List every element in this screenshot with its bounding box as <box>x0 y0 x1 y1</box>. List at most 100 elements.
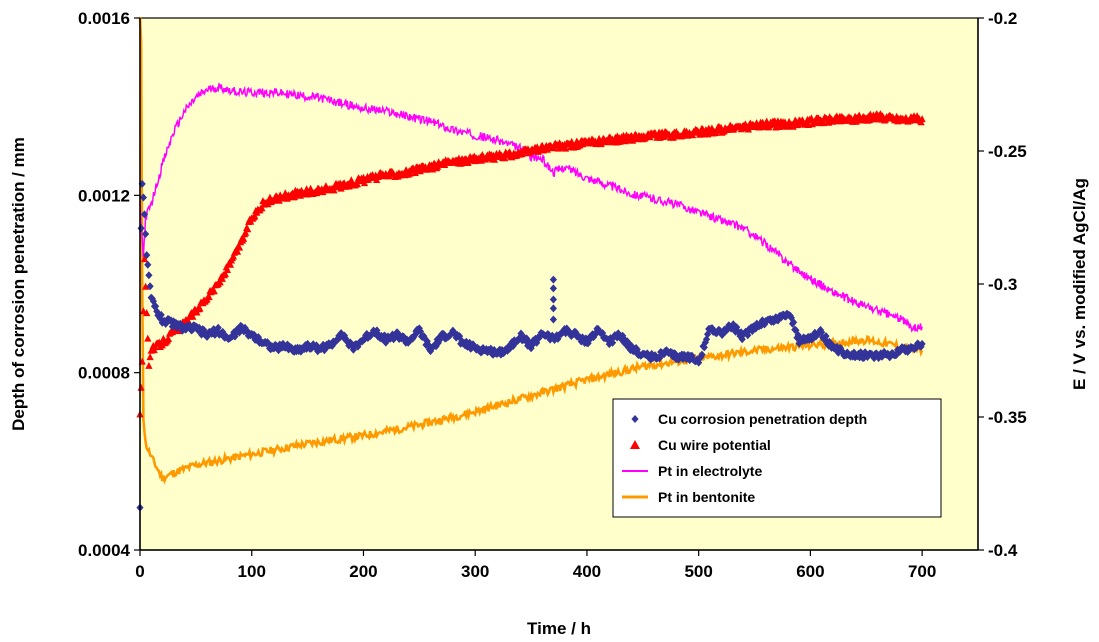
data-point-cu-corrosion-depth <box>345 341 353 350</box>
data-point-cu-corrosion-depth <box>349 345 357 354</box>
data-point-cu-corrosion-depth <box>373 326 381 335</box>
data-point-cu-corrosion-depth <box>698 350 706 359</box>
data-point-cu-wire-potential <box>258 204 266 212</box>
x-axis-label: Time / h <box>527 619 591 638</box>
legend-entry-label: Pt in bentonite <box>658 489 755 505</box>
legend-entry-label: Cu wire potential <box>658 437 771 453</box>
data-point-cu-wire-potential <box>210 287 218 295</box>
data-point-cu-corrosion-depth <box>887 351 895 360</box>
data-point-cu-wire-potential <box>175 327 183 335</box>
data-point-cu-wire-potential <box>264 200 272 208</box>
data-point-cu-corrosion-depth <box>139 193 147 202</box>
legend-entry-label: Cu corrosion penetration depth <box>658 411 867 427</box>
y-axis-right-label: E / V vs. modified AgCl/Ag <box>1070 178 1089 390</box>
data-point-cu-corrosion-depth <box>456 332 464 341</box>
legend-marker-triangle <box>630 440 640 449</box>
data-point-cu-corrosion-depth <box>432 342 440 351</box>
data-point-cu-corrosion-depth <box>708 324 716 333</box>
y-right-tick-label: -0.25 <box>988 142 1027 161</box>
y-right-tick-label: -0.35 <box>988 408 1027 427</box>
data-point-cu-wire-potential <box>146 353 154 361</box>
data-point-cu-wire-potential <box>353 180 361 188</box>
data-point-cu-corrosion-depth <box>214 323 222 332</box>
legend: Cu corrosion penetration depth Cu wire po… <box>612 398 942 518</box>
data-point-cu-corrosion-depth <box>500 348 508 357</box>
data-point-cu-corrosion-depth <box>609 338 617 347</box>
data-point-cu-wire-potential <box>229 252 237 260</box>
data-point-cu-corrosion-depth <box>387 333 395 342</box>
data-point-cu-corrosion-depth <box>856 353 864 362</box>
data-point-cu-corrosion-depth <box>572 328 580 337</box>
data-point-cu-wire-potential <box>918 115 926 123</box>
data-point-cu-corrosion-depth <box>549 284 557 293</box>
data-point-cu-corrosion-depth <box>790 318 798 327</box>
data-point-cu-wire-potential <box>221 270 229 277</box>
data-point-cu-wire-potential <box>233 247 242 255</box>
data-point-cu-corrosion-depth <box>822 332 830 341</box>
data-point-cu-wire-potential <box>242 228 250 236</box>
x-tick-label: 500 <box>684 562 712 581</box>
data-point-cu-corrosion-depth <box>523 334 531 343</box>
data-point-cu-corrosion-depth <box>466 338 474 347</box>
data-point-cu-corrosion-depth <box>834 348 842 357</box>
y-right-tick-label: -0.4 <box>988 541 1018 560</box>
data-point-cu-corrosion-depth <box>421 334 429 343</box>
data-point-cu-corrosion-depth <box>549 315 557 324</box>
data-point-cu-corrosion-depth <box>527 344 535 353</box>
data-point-cu-corrosion-depth <box>142 230 150 238</box>
data-point-cu-corrosion-depth <box>584 339 592 348</box>
data-point-cu-corrosion-depth <box>297 347 305 356</box>
data-point-cu-wire-potential <box>744 125 752 133</box>
data-point-cu-corrosion-depth <box>599 329 607 337</box>
data-point-cu-wire-potential <box>226 260 234 268</box>
data-point-cu-corrosion-depth <box>508 338 516 346</box>
y-left-tick-label: 0.0012 <box>78 186 130 205</box>
series-line-pt-in-bentonite <box>138 16 924 485</box>
data-point-cu-corrosion-depth <box>468 343 476 352</box>
y-axis-left-label: Depth of corrosion penetration / mm <box>9 137 28 431</box>
x-tick-label: 600 <box>796 562 824 581</box>
data-point-cu-corrosion-depth <box>700 343 708 352</box>
data-point-cu-corrosion-depth <box>140 210 149 219</box>
data-point-cu-corrosion-depth <box>282 343 290 352</box>
data-point-cu-corrosion-depth <box>334 335 342 344</box>
data-point-cu-wire-potential <box>244 225 252 233</box>
legend-entry-label: Pt in electrolyte <box>658 463 762 479</box>
legend-marker-diamond <box>631 415 639 423</box>
data-point-cu-corrosion-depth <box>861 348 869 357</box>
data-point-cu-corrosion-depth <box>504 346 512 355</box>
data-point-cu-corrosion-depth <box>675 355 683 364</box>
data-point-cu-wire-potential <box>307 184 315 192</box>
data-point-cu-wire-potential <box>406 169 414 177</box>
data-point-cu-wire-potential <box>218 274 226 282</box>
data-point-cu-corrosion-depth <box>918 339 926 348</box>
data-point-cu-corrosion-depth <box>462 337 470 346</box>
data-point-cu-corrosion-depth <box>904 348 912 356</box>
axes-layer: 0 100 200 300 400 500 600 700 0.0004 0.0008 0.0012… <box>78 9 1027 581</box>
x-tick-label: 700 <box>908 562 936 581</box>
data-point-cu-corrosion-depth <box>718 331 726 339</box>
data-point-cu-wire-potential <box>189 312 197 320</box>
data-point-cu-wire-potential <box>145 361 153 369</box>
data-point-cu-corrosion-depth <box>761 320 769 329</box>
data-point-cu-corrosion-depth <box>772 313 780 322</box>
data-point-cu-wire-potential <box>144 334 152 342</box>
data-point-cu-corrosion-depth <box>748 327 756 336</box>
data-point-cu-corrosion-depth <box>837 344 845 353</box>
legend-box <box>612 398 942 518</box>
data-point-cu-corrosion-depth <box>411 331 419 339</box>
data-point-cu-corrosion-depth <box>704 330 712 339</box>
data-point-cu-corrosion-depth <box>647 355 655 364</box>
data-point-cu-corrosion-depth <box>549 304 557 313</box>
y-right-tick-label: -0.2 <box>988 9 1017 28</box>
data-point-cu-wire-potential <box>140 255 149 263</box>
data-point-cu-wire-potential <box>464 158 472 166</box>
data-point-cu-corrosion-depth <box>818 328 826 337</box>
data-point-cu-corrosion-depth <box>383 335 391 344</box>
data-point-cu-corrosion-depth <box>506 344 514 353</box>
data-point-cu-corrosion-depth <box>354 342 362 351</box>
data-point-cu-corrosion-depth <box>363 329 371 338</box>
data-point-cu-wire-potential <box>142 282 150 290</box>
data-point-cu-corrosion-depth <box>624 343 632 352</box>
